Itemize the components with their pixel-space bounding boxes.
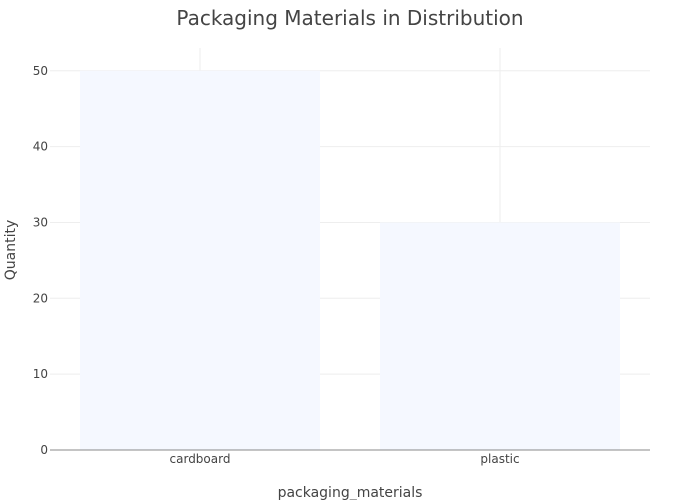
x-axis-title: packaging_materials bbox=[278, 485, 423, 500]
y-axis-title: Quantity bbox=[3, 220, 19, 281]
bar-plastic[interactable] bbox=[380, 222, 620, 450]
y-tick-label: 30 bbox=[33, 215, 48, 229]
y-tick-label: 10 bbox=[33, 367, 48, 381]
y-tick-label: 40 bbox=[33, 140, 48, 154]
y-tick-label: 0 bbox=[40, 443, 48, 457]
bar-cardboard[interactable] bbox=[80, 70, 320, 451]
bars bbox=[80, 70, 620, 451]
y-tick-label: 50 bbox=[33, 64, 48, 78]
chart-title: Packaging Materials in Distribution bbox=[176, 6, 523, 30]
x-tick-label: cardboard bbox=[170, 452, 231, 466]
y-tick-label: 20 bbox=[33, 291, 48, 305]
axes: 0 10 20 30 40 50 cardboard plastic bbox=[33, 64, 650, 466]
x-tick-label: plastic bbox=[480, 452, 519, 466]
